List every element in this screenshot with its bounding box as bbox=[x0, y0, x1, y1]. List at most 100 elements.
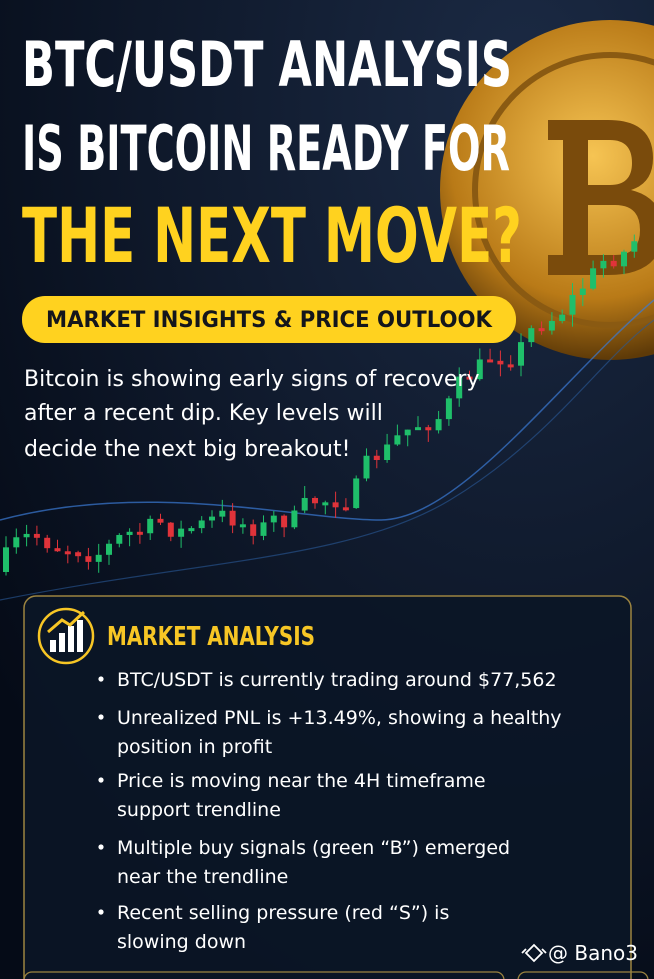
candle-body bbox=[270, 515, 277, 523]
candle-body bbox=[64, 551, 71, 555]
coin-ring bbox=[472, 52, 654, 328]
candle-body bbox=[13, 537, 20, 548]
bullet-text: near the trendline bbox=[117, 866, 288, 888]
candle-body bbox=[229, 510, 236, 526]
candle-body bbox=[600, 260, 607, 269]
candle-body bbox=[621, 251, 627, 267]
candle-body bbox=[239, 524, 246, 528]
candle-body bbox=[476, 359, 483, 380]
candle-body bbox=[198, 520, 205, 529]
next-card-edge bbox=[517, 971, 649, 979]
candle-body bbox=[415, 427, 421, 431]
icon-bar bbox=[77, 620, 83, 652]
bullet-text: Recent selling pressure (red “S”) is bbox=[117, 902, 449, 924]
bullet-text: BTC/USDT is currently trading around $77… bbox=[117, 669, 557, 691]
candle-body bbox=[126, 531, 133, 535]
trend-line bbox=[0, 299, 654, 521]
bullet-dot bbox=[98, 676, 104, 682]
icon-ring bbox=[37, 607, 95, 665]
bullet-text: Price is moving near the 4H timeframe bbox=[117, 770, 486, 792]
candle-body bbox=[291, 510, 298, 528]
candle-body bbox=[456, 376, 463, 399]
intro-line: decide the next big breakout! bbox=[24, 437, 350, 462]
candle-body bbox=[322, 502, 329, 506]
title-highlight: THE NEXT MOVE? bbox=[22, 191, 522, 280]
bullet-text: support trendline bbox=[117, 799, 281, 821]
icon-arrow bbox=[47, 610, 86, 634]
badge-text: MARKET INSIGHTS & PRICE OUTLOOK bbox=[46, 308, 493, 333]
candle-body bbox=[260, 522, 267, 536]
analysis-card bbox=[23, 595, 632, 979]
candle-body bbox=[332, 502, 339, 508]
candle-body bbox=[631, 241, 638, 252]
candle-body bbox=[312, 497, 318, 504]
coin-symbol bbox=[548, 120, 654, 275]
candle-body bbox=[373, 455, 380, 461]
candle-body bbox=[85, 556, 92, 562]
candle-body bbox=[445, 398, 452, 420]
bullet-text: position in profit bbox=[117, 736, 272, 758]
candle-body bbox=[342, 507, 349, 511]
candlestick-decoration bbox=[0, 234, 654, 601]
candle-body bbox=[209, 516, 215, 521]
candle-body bbox=[425, 427, 432, 431]
candle-body bbox=[75, 552, 82, 557]
bitcoin-coin bbox=[440, 20, 654, 360]
candle-body bbox=[548, 320, 555, 331]
candle-body bbox=[610, 260, 617, 267]
watermark-logo bbox=[521, 943, 547, 963]
candle-body bbox=[538, 328, 545, 332]
candle-body bbox=[497, 360, 504, 365]
candle-body bbox=[353, 478, 360, 509]
candle-body bbox=[33, 533, 40, 538]
watermark: @ Bano3 bbox=[548, 941, 638, 965]
candle-body bbox=[3, 547, 9, 572]
bullet-text: slowing down bbox=[117, 931, 246, 953]
candle-body bbox=[528, 328, 535, 343]
next-card-edge bbox=[23, 971, 505, 979]
candle-body bbox=[44, 537, 51, 549]
chart-icon bbox=[37, 607, 95, 665]
title-line: BTC/USDT ANALYSIS bbox=[22, 28, 512, 101]
candle-body bbox=[579, 288, 586, 295]
candle-body bbox=[466, 376, 473, 380]
candle-body bbox=[167, 522, 174, 537]
candle-body bbox=[518, 342, 524, 366]
candle-body bbox=[116, 534, 123, 544]
bullet-text: Multiple buy signals (green “B”) emerged bbox=[117, 837, 510, 859]
candle-body bbox=[219, 510, 226, 517]
candle-body bbox=[569, 294, 576, 315]
candle-body bbox=[281, 515, 288, 528]
candle-body bbox=[178, 528, 185, 537]
candle-body bbox=[301, 497, 308, 511]
icon-bar bbox=[50, 640, 56, 652]
card-title: MARKET ANALYSIS bbox=[107, 622, 315, 652]
candle-body bbox=[188, 528, 195, 532]
bullet-dot bbox=[98, 714, 104, 720]
candle-body bbox=[507, 364, 514, 368]
candle-body bbox=[54, 548, 61, 552]
bullet-list: BTC/USDT is currently trading around $77… bbox=[98, 669, 562, 953]
bullet-text: Unrealized PNL is +13.49%, showing a hea… bbox=[117, 707, 562, 729]
candle-body bbox=[590, 268, 597, 289]
bullet-dot bbox=[98, 909, 104, 915]
candle-body bbox=[435, 419, 442, 431]
candle-body bbox=[384, 444, 391, 461]
intro-line: Bitcoin is showing early signs of recove… bbox=[24, 367, 479, 392]
candle-body bbox=[559, 314, 566, 321]
bullet-dot bbox=[98, 844, 104, 850]
candle-body bbox=[487, 359, 494, 363]
bullet-dot bbox=[98, 777, 104, 783]
candle-body bbox=[136, 531, 143, 535]
intro-line: after a recent dip. Key levels will bbox=[24, 401, 383, 426]
candle-body bbox=[394, 435, 401, 445]
trend-line bbox=[0, 319, 654, 601]
candle-body bbox=[363, 455, 370, 479]
candle-body bbox=[106, 543, 112, 555]
candle-body bbox=[147, 518, 154, 534]
candle-body bbox=[404, 429, 411, 436]
icon-bar bbox=[68, 626, 74, 652]
badge bbox=[22, 296, 516, 343]
